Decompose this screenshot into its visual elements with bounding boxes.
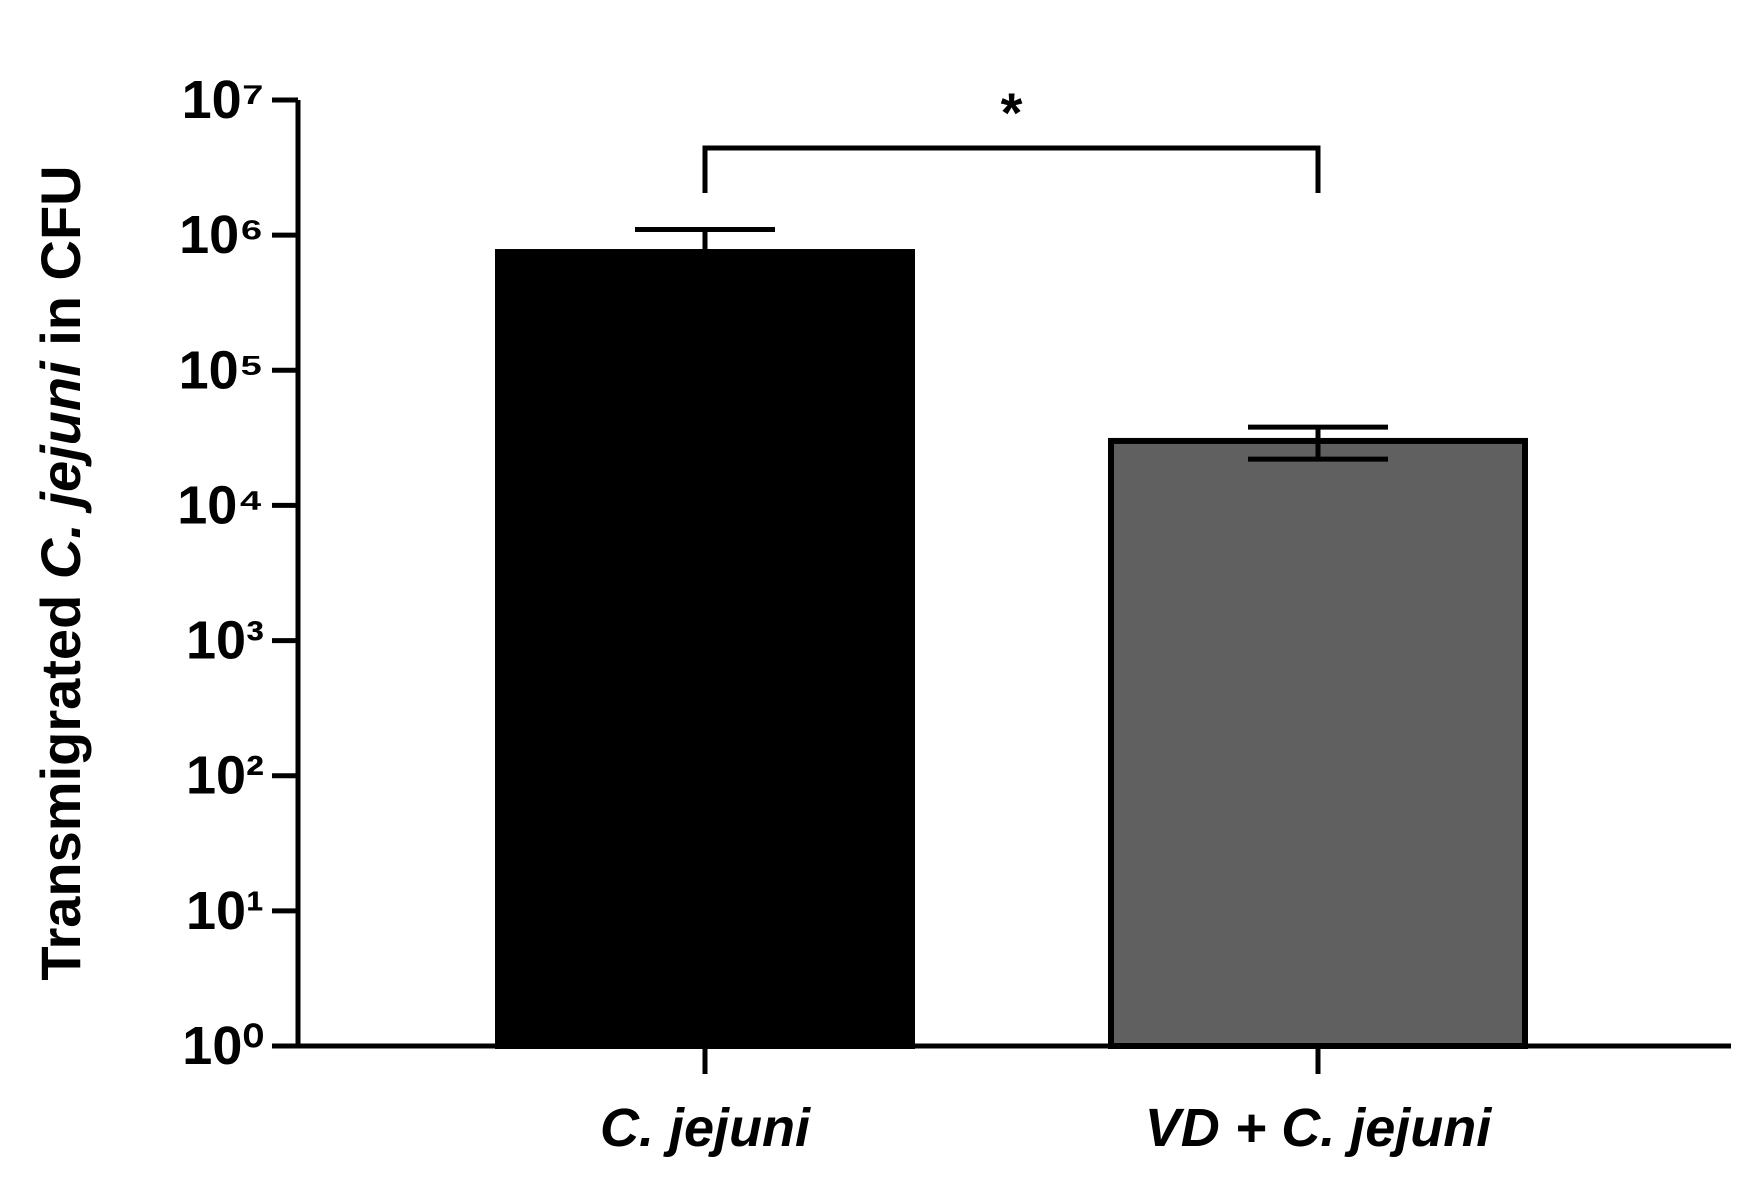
significance-bracket <box>702 145 1321 193</box>
y-axis-label-part: in CFU <box>29 165 92 361</box>
y-axis-label: Transmigrated C. jejuni in CFU <box>29 165 92 980</box>
y-tick-label: 10⁵ <box>179 340 264 400</box>
significance-label: * <box>1001 81 1023 144</box>
bar <box>495 249 915 1050</box>
y-axis-label-part: C. jejuni <box>29 360 92 579</box>
x-tick-label: C. jejuni <box>600 1098 811 1158</box>
y-tick-label: 10³ <box>186 611 264 671</box>
y-tick-label: 10¹ <box>186 881 264 941</box>
y-tick-label: 10⁷ <box>182 70 264 130</box>
y-tick-label: 10⁰ <box>182 1016 264 1076</box>
y-tick-label: 10² <box>186 746 264 806</box>
x-tick-label: VD + C. jejuni <box>1145 1098 1493 1158</box>
y-axis-label-part: Transmigrated <box>29 579 92 980</box>
bar <box>1108 437 1528 1049</box>
y-tick-label: 10⁴ <box>177 475 264 535</box>
y-tick-label: 10⁶ <box>179 205 264 265</box>
